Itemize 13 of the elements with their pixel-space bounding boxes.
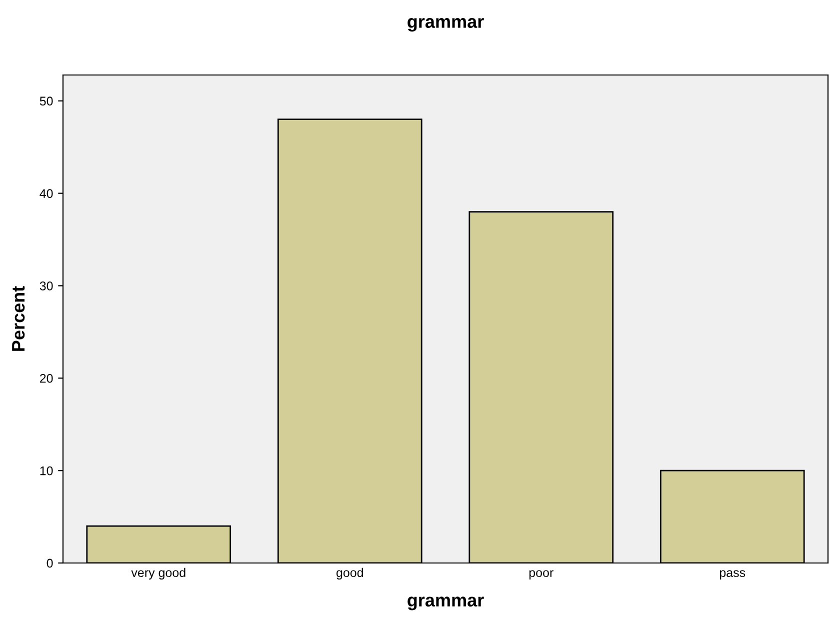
y-tick-label: 10 — [40, 466, 53, 476]
y-tick-label: 0 — [46, 558, 53, 568]
x-tick-label: pass — [720, 570, 746, 580]
x-axis-title: grammar — [408, 596, 484, 610]
y-tick-label: 20 — [40, 374, 53, 383]
x-tick-label: very good — [131, 568, 186, 580]
y-tick-label: 30 — [40, 282, 53, 290]
chart-title: grammar — [408, 18, 484, 32]
y-tick-label: 50 — [40, 96, 53, 106]
x-tick-label: good — [336, 568, 363, 580]
x-tick-label: poor — [529, 570, 554, 580]
y-tick-label: 40 — [40, 189, 53, 198]
y-axis-title: Percent — [12, 286, 25, 351]
